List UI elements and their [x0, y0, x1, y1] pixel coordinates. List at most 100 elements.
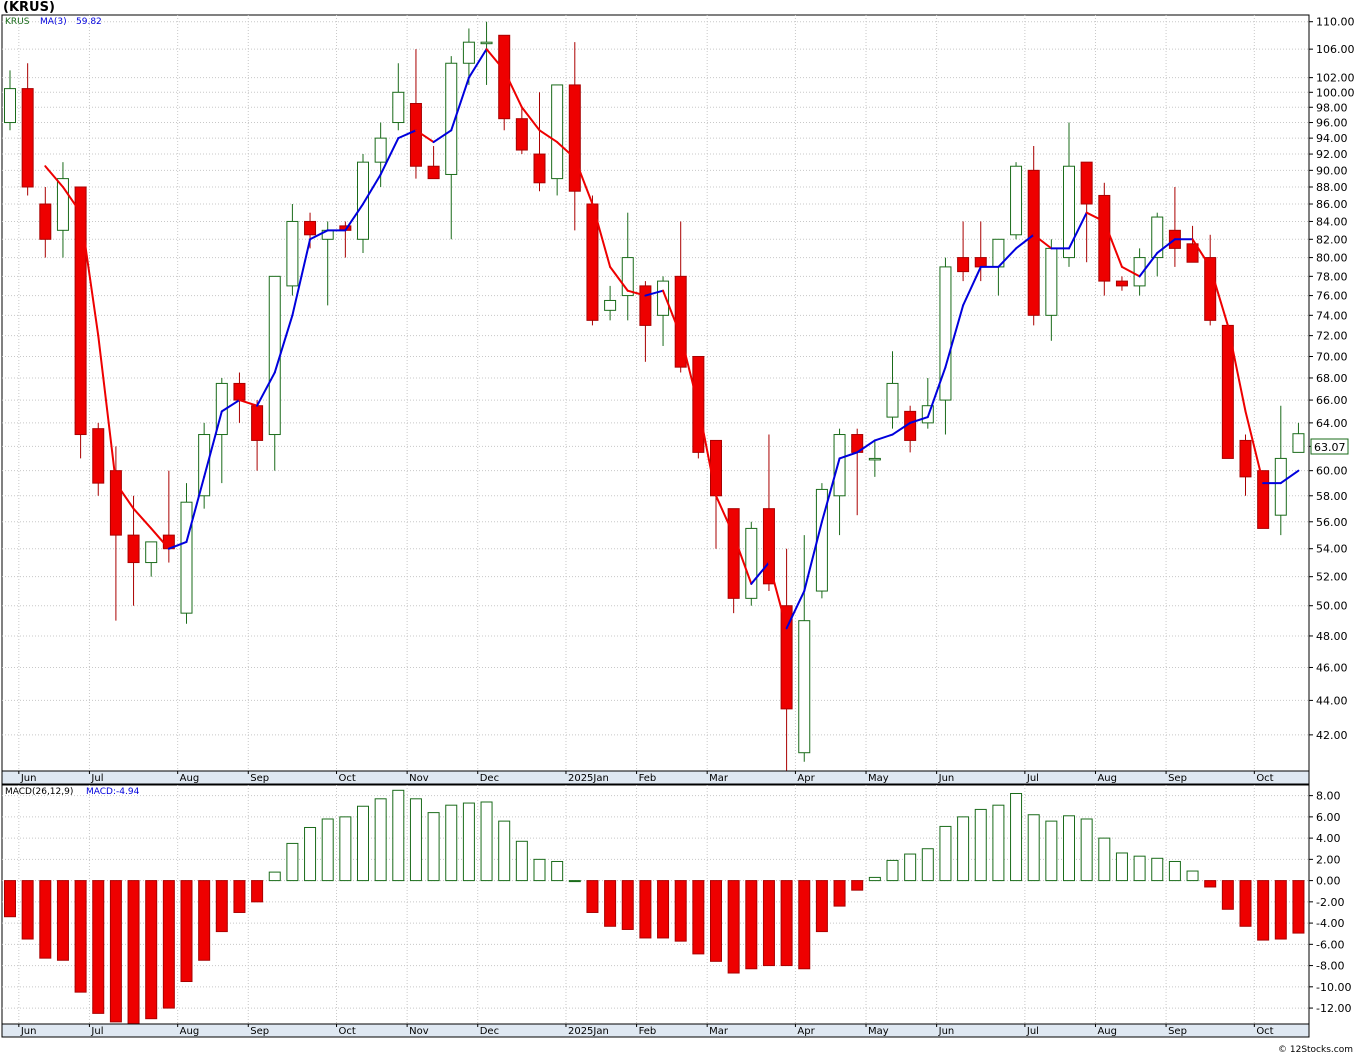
macd-panel: -12.00 -10.00 -8.00 -6.00 -4.00 -2.00 0.00 2.00… — [1, 784, 1351, 1025]
macd-bar — [392, 789, 405, 882]
macd-bar — [851, 880, 864, 891]
candle-body — [92, 428, 105, 484]
date-label: May — [868, 1026, 889, 1037]
date-label: Jul — [90, 773, 103, 784]
price-tick-label: 106.00 — [1316, 43, 1355, 56]
macd-bar — [798, 880, 811, 970]
price-tick-label: 80.00 — [1316, 252, 1348, 265]
price-tick-label: 96.00 — [1316, 117, 1348, 130]
macd-bar — [109, 880, 122, 1023]
macd-bar — [886, 859, 899, 882]
price-tick-label: 74.00 — [1316, 309, 1348, 322]
ma-segment — [450, 76, 470, 132]
ma-segment — [820, 457, 841, 523]
price-tick-label: 56.00 — [1316, 516, 1348, 529]
ma-segment — [520, 106, 541, 132]
macd-bar — [515, 840, 528, 882]
price-tick-label: 76.00 — [1316, 290, 1348, 303]
date-label: Mar — [709, 773, 729, 784]
date-label: Sep — [250, 1026, 269, 1037]
ma-segment — [962, 265, 982, 307]
price-tick-label: 58.00 — [1316, 490, 1348, 503]
macd-tick-label: -4.00 — [1316, 917, 1344, 930]
macd-bar — [357, 805, 369, 882]
ma-segment — [609, 265, 629, 292]
macd-bar — [904, 853, 917, 882]
macd-bar — [710, 880, 722, 962]
candle-body — [710, 439, 722, 497]
macd-bars — [4, 789, 1305, 1025]
macd-tick-label: -12.00 — [1316, 1002, 1351, 1015]
ma-segment — [926, 366, 947, 419]
last-price-box: 63.07 — [1310, 438, 1349, 455]
macd-bar — [286, 842, 299, 882]
macd-bar — [304, 826, 317, 882]
candle-body — [798, 620, 811, 754]
macd-bar — [657, 880, 670, 939]
macd-y-axis: -12.00 -10.00 -8.00 -6.00 -4.00 -2.00 0.00 2.00… — [1309, 790, 1351, 1015]
candle-body — [480, 41, 493, 45]
date-label: Nov — [409, 1026, 429, 1037]
date-axis-bottom-bg — [1, 1023, 1310, 1038]
candle-body — [56, 178, 69, 231]
date-label: Jul — [90, 1026, 103, 1037]
date-axis-top-labels: Jun Jul Aug Sep Oct Nov Dec 2025Jan Feb Mar Apr May… — [18, 771, 1274, 784]
price-tick-label: 70.00 — [1316, 350, 1348, 363]
macd-bar — [1133, 855, 1146, 882]
candle-body — [304, 220, 317, 236]
ma-line — [44, 48, 1300, 630]
date-label: Jul — [1026, 1026, 1039, 1037]
ma-segment — [1209, 265, 1229, 327]
macd-tick-label: -6.00 — [1316, 938, 1344, 951]
date-label: Oct — [1256, 773, 1273, 784]
macd-bar — [1098, 837, 1111, 882]
ma-segment — [1191, 238, 1212, 268]
candle-body — [727, 508, 740, 599]
candle-body — [1133, 257, 1146, 287]
ma-segment — [61, 185, 82, 214]
candle-body — [1080, 161, 1093, 205]
price-panel-frame — [1, 14, 1310, 772]
macd-bar — [321, 818, 334, 882]
macd-bar — [445, 804, 458, 882]
candle-body — [1045, 247, 1058, 316]
ma-segment — [362, 173, 382, 206]
credit-text: © 12Stocks.com — [1278, 1045, 1353, 1055]
price-tick-label: 102.00 — [1316, 72, 1355, 85]
date-label: Jun — [938, 773, 955, 784]
ma-segment — [1138, 251, 1159, 278]
candle-body — [180, 501, 193, 614]
macd-bar — [198, 880, 211, 961]
candle-body — [833, 434, 846, 497]
date-label: Apr — [797, 773, 815, 784]
ma-segment — [344, 203, 364, 232]
ma-segment — [1032, 233, 1053, 250]
macd-bar — [586, 880, 599, 913]
date-axis-bottom-labels: Jun Jul Aug Sep Oct Nov Dec 2025Jan Feb Mar Apr May… — [18, 1024, 1274, 1037]
ma-segment — [220, 399, 241, 413]
ma-segment — [291, 238, 312, 317]
macd-tick-label: 8.00 — [1316, 790, 1341, 803]
price-tick-label: 84.00 — [1316, 215, 1348, 228]
price-grid — [2, 15, 1309, 771]
macd-tick-label: -8.00 — [1316, 960, 1344, 973]
ma-segment — [397, 129, 417, 140]
candle-body — [515, 118, 528, 151]
last-price-label: 63.07 — [1314, 441, 1346, 454]
price-tick-label: 72.00 — [1316, 330, 1348, 343]
chart-title: (KRUS) — [3, 0, 55, 15]
candle-body — [939, 266, 952, 401]
price-tick-label: 54.00 — [1316, 543, 1348, 556]
date-label: Aug — [1097, 773, 1117, 784]
candle-body — [568, 84, 581, 192]
date-label: Apr — [797, 1026, 815, 1037]
macd-bar — [1063, 815, 1075, 882]
macd-bar — [727, 880, 740, 974]
legend-symbol: KRUS — [5, 17, 30, 27]
macd-bar — [268, 871, 281, 882]
ma-segment — [1279, 469, 1300, 485]
macd-bar — [1292, 880, 1305, 934]
date-label: 2025Jan — [568, 1026, 609, 1037]
candle-body — [1027, 169, 1040, 316]
candle-body — [198, 434, 211, 497]
